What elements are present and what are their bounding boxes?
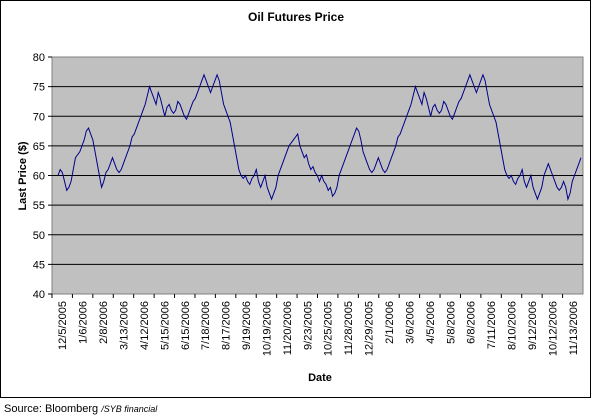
x-tick-label: 4/12/2006 — [139, 301, 151, 350]
x-tick-label: 1/6/2006 — [78, 301, 90, 344]
x-tick-label: 3/6/2006 — [404, 301, 416, 344]
chart-title: Oil Futures Price — [248, 10, 344, 24]
x-axis-ticks: 12/5/2005 1/6/2006 2/8/2006 3/13/2006 4/12/2… — [51, 294, 580, 356]
series-line — [57, 73, 582, 202]
y-axis-label: Last Price ($) — [17, 141, 29, 210]
x-tick-label: 10/12/2006 — [547, 301, 559, 356]
x-tick-label: 2/1/2006 — [384, 301, 396, 344]
x-tick-label: 2/8/2006 — [98, 301, 110, 344]
x-tick-label: 6/15/2006 — [180, 301, 192, 350]
x-tick-label: 12/5/2005 — [57, 301, 69, 350]
x-tick-label: 5/15/2006 — [159, 301, 171, 350]
x-tick-label: 7/18/2006 — [200, 301, 212, 350]
x-tick-label: 5/8/2006 — [445, 301, 457, 344]
y-tick-label: 60 — [33, 171, 45, 183]
source-suffix: /SYB financial — [101, 404, 158, 414]
x-tick-label: 12/29/2005 — [364, 301, 376, 356]
x-tick-label: 11/13/2006 — [568, 301, 580, 355]
x-tick-label: 9/12/2006 — [527, 301, 539, 350]
y-tick-label: 80 — [33, 52, 45, 64]
x-tick-label: 9/19/2006 — [241, 301, 253, 350]
y-tick-label: 45 — [33, 259, 45, 271]
source-prefix: Source: Bloomberg — [4, 403, 99, 415]
x-tick-label: 9/23/2005 — [302, 301, 314, 350]
y-tick-label: 70 — [33, 111, 45, 123]
y-tick-label: 40 — [33, 289, 45, 301]
line-chart: Oil Futures Price 40 45 50 55 60 65 70 75 80 12/… — [17, 10, 584, 384]
y-tick-label: 65 — [33, 141, 45, 153]
x-axis-label: Date — [308, 372, 332, 384]
source-note: Source: Bloomberg /SYB financial — [4, 403, 157, 415]
x-tick-label: 10/25/2005 — [323, 301, 335, 356]
x-tick-label: 7/11/2006 — [486, 301, 498, 349]
x-tick-label: 3/13/2006 — [118, 301, 130, 350]
x-tick-label: 8/10/2006 — [507, 301, 519, 350]
x-tick-label: 4/5/2006 — [425, 301, 437, 344]
x-tick-label: 8/17/2006 — [221, 301, 233, 350]
y-tick-label: 75 — [33, 82, 45, 94]
x-tick-label: 11/20/2006 — [282, 301, 294, 355]
y-tick-label: 50 — [33, 230, 45, 242]
x-tick-label: 10/19/2006 — [261, 301, 273, 356]
y-axis-ticks: 40 45 50 55 60 65 70 75 80 — [33, 52, 52, 301]
x-tick-label: 6/8/2006 — [466, 301, 478, 344]
x-tick-label: 11/28/2005 — [343, 301, 355, 355]
y-tick-label: 55 — [33, 200, 45, 212]
